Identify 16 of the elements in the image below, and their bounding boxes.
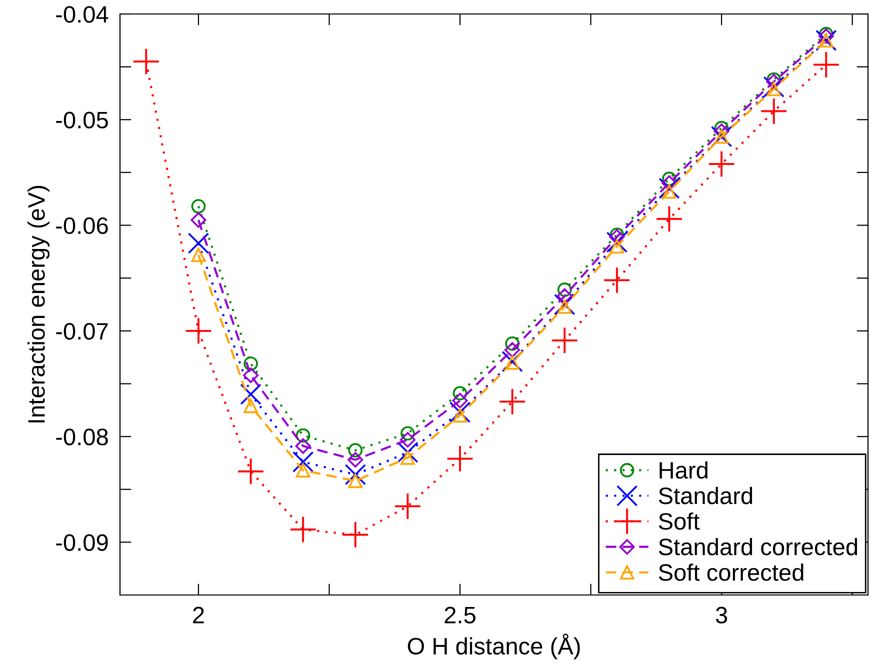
legend-label: Soft corrected: [658, 564, 804, 581]
y-tick-label: -0.04: [56, 6, 108, 23]
legend-label: Hard: [660, 461, 708, 479]
legend-label: Standard: [658, 486, 752, 504]
x-tick-label: 3: [716, 606, 728, 624]
x-tick-label: 2.5: [444, 606, 476, 624]
y-axis-title: Interaction energy (eV): [28, 186, 50, 422]
x-axis-title: O H distance (Å): [408, 634, 580, 660]
legend-label: Standard corrected: [658, 538, 858, 556]
x-tick-label: 2: [193, 606, 204, 624]
legend-label: Soft: [658, 512, 700, 530]
y-tick-label: -0.06: [56, 217, 108, 234]
y-tick-label: -0.05: [56, 112, 108, 128]
y-tick-label: -0.08: [56, 428, 108, 446]
y-tick-label: -0.07: [56, 322, 108, 340]
y-tick-label: -0.09: [56, 534, 108, 551]
